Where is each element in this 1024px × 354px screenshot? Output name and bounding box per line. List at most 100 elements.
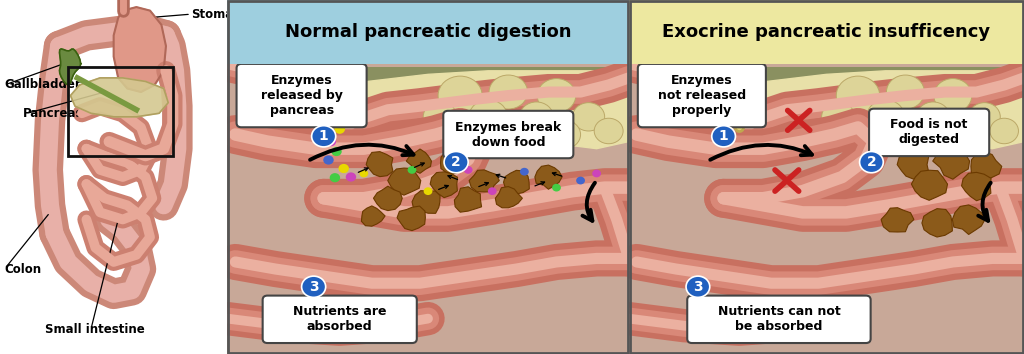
Polygon shape [739,71,1024,149]
Text: Stomach: Stomach [190,8,249,21]
Circle shape [969,103,1000,131]
Polygon shape [911,170,947,200]
Polygon shape [397,206,425,230]
Polygon shape [114,7,166,92]
Circle shape [346,172,356,182]
Circle shape [821,102,855,132]
Circle shape [850,120,882,149]
Circle shape [887,75,925,109]
Circle shape [453,120,484,149]
Circle shape [423,102,457,132]
Polygon shape [535,165,562,189]
Polygon shape [412,191,440,213]
Circle shape [594,118,624,144]
Polygon shape [455,187,481,212]
FancyBboxPatch shape [629,0,1024,64]
Text: 3: 3 [309,280,318,294]
FancyBboxPatch shape [237,64,367,127]
FancyBboxPatch shape [262,296,417,343]
Circle shape [489,75,527,109]
Text: 3: 3 [693,280,702,294]
Circle shape [538,79,575,113]
Circle shape [500,120,534,149]
Polygon shape [430,172,458,198]
FancyBboxPatch shape [638,64,766,127]
Polygon shape [962,172,991,201]
Text: Colon: Colon [4,263,42,275]
Polygon shape [407,149,431,173]
Text: Enzymes break
down food: Enzymes break down food [456,120,561,149]
Circle shape [332,147,342,156]
Circle shape [552,184,561,192]
Circle shape [837,76,880,115]
Circle shape [335,125,345,134]
FancyBboxPatch shape [227,67,629,81]
Circle shape [487,187,497,195]
Circle shape [519,102,553,132]
Circle shape [324,155,334,165]
Polygon shape [504,170,529,194]
Circle shape [945,120,977,149]
Circle shape [520,168,528,176]
FancyBboxPatch shape [869,109,989,156]
Circle shape [592,170,601,177]
Circle shape [326,137,336,146]
FancyBboxPatch shape [227,0,629,64]
Circle shape [916,102,949,132]
Text: Enzymes
not released
properly: Enzymes not released properly [657,74,745,117]
Polygon shape [374,186,402,211]
Polygon shape [971,152,1001,180]
Polygon shape [440,150,467,174]
Circle shape [359,170,369,177]
Polygon shape [361,206,385,226]
Polygon shape [59,49,81,85]
Polygon shape [496,187,522,208]
Circle shape [712,126,735,147]
Text: 2: 2 [452,155,461,169]
Circle shape [408,166,417,174]
Text: Enzymes
released by
pancreas: Enzymes released by pancreas [261,74,342,117]
Circle shape [311,126,336,147]
Text: 2: 2 [866,155,877,169]
Circle shape [572,103,604,131]
Circle shape [438,76,482,115]
Circle shape [990,118,1019,144]
Polygon shape [881,208,913,232]
FancyBboxPatch shape [227,0,629,354]
Polygon shape [340,71,629,149]
Circle shape [859,152,884,173]
Polygon shape [952,205,985,234]
FancyBboxPatch shape [687,296,870,343]
Polygon shape [469,170,500,192]
Text: Normal pancreatic digestion: Normal pancreatic digestion [285,23,571,41]
Text: Pancreas: Pancreas [23,107,83,120]
Polygon shape [897,149,929,179]
Text: 1: 1 [719,129,728,143]
Circle shape [934,79,972,113]
Text: Exocrine pancreatic insufficency: Exocrine pancreatic insufficency [663,23,990,41]
Polygon shape [922,209,952,237]
Text: Nutrients are
absorbed: Nutrients are absorbed [293,305,386,333]
Circle shape [469,100,508,134]
Circle shape [686,276,710,297]
FancyBboxPatch shape [629,67,1024,81]
Text: Gallbladder: Gallbladder [4,79,81,91]
Circle shape [424,187,432,195]
Text: 1: 1 [318,129,329,143]
Circle shape [577,177,585,184]
Circle shape [339,164,349,173]
FancyBboxPatch shape [629,0,1024,354]
Circle shape [330,173,340,182]
Polygon shape [71,78,168,117]
Text: Nutrients can not
be absorbed: Nutrients can not be absorbed [718,305,841,333]
Circle shape [302,276,326,297]
FancyBboxPatch shape [443,111,573,158]
Polygon shape [367,152,393,177]
Circle shape [444,152,468,173]
Polygon shape [388,168,421,195]
Circle shape [549,120,581,149]
Text: Small intestine: Small intestine [45,323,145,336]
Polygon shape [933,143,970,179]
Circle shape [897,120,930,149]
Circle shape [464,166,473,174]
